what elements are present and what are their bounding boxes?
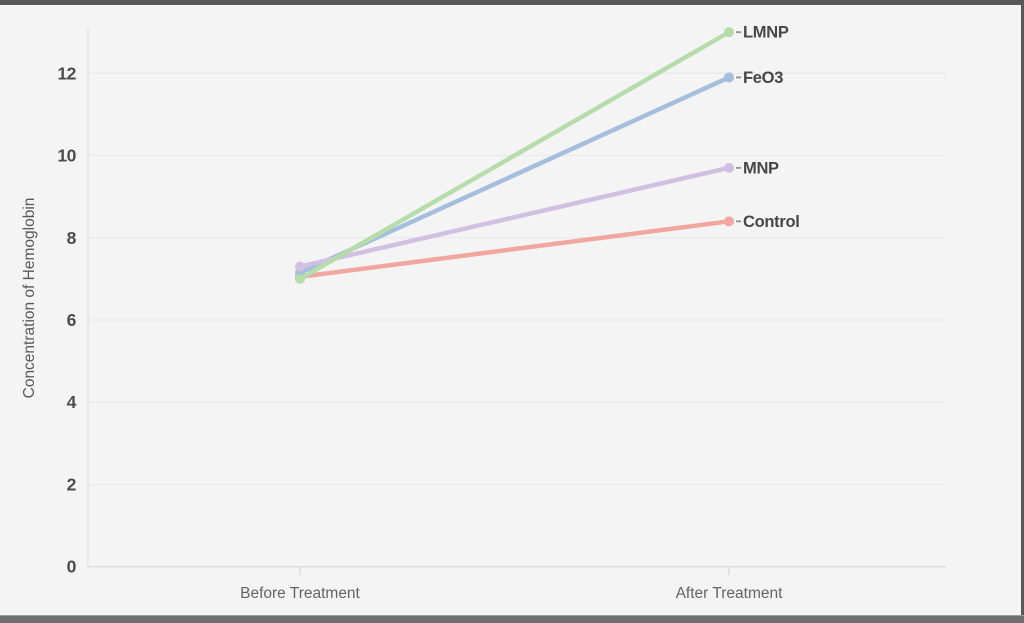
series-line-Control [297, 219, 732, 280]
y-tick-label-10: 10 [57, 146, 76, 166]
window-bottom-edge [0, 615, 1024, 623]
y-tick-label-2: 2 [67, 474, 77, 494]
series-point-after-LMNP [724, 27, 734, 38]
series-line-MNP [297, 165, 732, 269]
y-tick-label-6: 6 [67, 310, 77, 330]
x-axis-label-1: After Treatment [676, 585, 784, 602]
window-right-edge [1021, 0, 1024, 623]
y-tick-label-4: 4 [67, 392, 77, 412]
series-label-Control: Control [743, 213, 800, 231]
y-axis-title: Concentration of Hemoglobin [21, 198, 38, 399]
series-point-after-MNP [724, 162, 734, 173]
y-tick-label-12: 12 [57, 63, 76, 83]
y-tick-label-8: 8 [67, 228, 77, 248]
series-point-after-Control [724, 216, 734, 227]
series-label-MNP: MNP [743, 159, 779, 177]
series-label-LMNP: LMNP [743, 24, 789, 42]
series-point-before-LMNP [295, 273, 305, 284]
window-top-edge [0, 0, 1024, 5]
series-label-FeO3: FeO3 [743, 69, 783, 87]
series-point-after-FeO3 [724, 72, 734, 83]
series-point-before-MNP [295, 261, 305, 272]
x-axis-label-0: Before Treatment [240, 585, 360, 602]
y-tick-label-0: 0 [67, 557, 77, 577]
series-line-LMNP [297, 29, 732, 282]
